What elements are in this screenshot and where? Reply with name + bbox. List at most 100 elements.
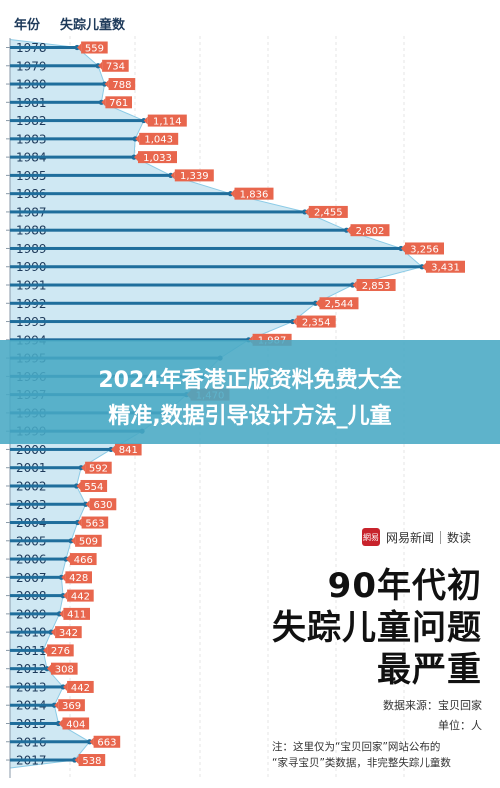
data-label-box <box>70 553 97 566</box>
data-label: 2,354 <box>302 317 331 328</box>
data-label-box <box>85 461 112 474</box>
data-label-pointer <box>43 646 48 655</box>
bar-end-dot <box>95 63 101 69</box>
overlay-banner: 2024年香港正版资料免费大全 精准,数据引导设计方法_儿童 <box>0 340 500 444</box>
data-label-pointer <box>315 299 320 308</box>
bar <box>10 265 422 269</box>
data-label-pointer <box>89 737 94 746</box>
data-label-pointer <box>85 500 90 509</box>
bar <box>10 502 86 506</box>
data-label-pointer <box>77 43 82 52</box>
data-label-pointer <box>98 61 103 70</box>
data-label: 761 <box>109 98 128 109</box>
data-label-pointer <box>304 207 309 216</box>
data-source: 数据来源：宝贝回家 <box>383 699 482 712</box>
data-label-pointer <box>170 171 175 180</box>
data-label-pointer <box>230 189 235 198</box>
bar <box>10 703 55 707</box>
data-label-pointer <box>292 317 297 326</box>
data-label-pointer <box>101 98 106 107</box>
banner-line-2: 精准,数据引导设计方法_儿童 <box>108 404 392 429</box>
data-label-pointer <box>74 756 79 765</box>
data-label-box <box>139 132 179 145</box>
data-label-box <box>93 735 121 748</box>
brand: 網易 网易新闻 数读 <box>362 526 471 548</box>
data-label: 411 <box>67 610 86 621</box>
bar-end-dot <box>75 519 81 526</box>
headline-line-2: 失踪儿童问题 <box>272 608 482 648</box>
data-label-box <box>65 571 92 584</box>
bar-end-dot <box>73 483 80 489</box>
bar <box>10 82 105 86</box>
data-label-pointer <box>104 80 109 89</box>
data-label: 1,033 <box>143 153 172 164</box>
count-column-header: 失踪儿童数 <box>60 18 126 33</box>
data-label-pointer <box>352 281 357 290</box>
data-label-pointer <box>400 244 405 253</box>
data-label-box <box>147 114 187 127</box>
bar <box>10 685 64 689</box>
banner-line-1: 2024年香港正版资料免费大全 <box>98 368 402 393</box>
data-label: 404 <box>66 719 85 730</box>
bar-end-dot <box>68 538 74 544</box>
data-label-box <box>81 41 108 54</box>
data-label-box <box>174 169 214 182</box>
data-label: 788 <box>112 80 131 91</box>
bar <box>10 119 144 123</box>
data-label: 428 <box>69 573 88 584</box>
data-label: 559 <box>85 43 104 54</box>
bar <box>10 137 136 141</box>
bar-end-dot <box>131 154 137 160</box>
data-label: 2,544 <box>325 299 354 310</box>
footnote-line-1: 注：这里仅为“宝贝回家”网站公布的 <box>272 741 441 753</box>
data-label: 308 <box>55 664 74 675</box>
data-label: 538 <box>82 756 101 767</box>
unit-label: 单位：人 <box>438 719 482 732</box>
data-label: 1,339 <box>180 171 209 182</box>
data-label-box <box>81 516 109 529</box>
bar <box>10 100 102 104</box>
brand-name: 网易新闻 <box>386 530 435 545</box>
bar <box>10 155 134 159</box>
data-label: 554 <box>84 482 103 493</box>
bar <box>10 484 77 488</box>
data-label-box <box>426 260 465 273</box>
data-label: 509 <box>79 537 98 548</box>
data-label: 1,114 <box>153 116 182 127</box>
data-label: 442 <box>71 683 90 694</box>
data-label-box <box>47 644 74 657</box>
bar <box>10 320 293 324</box>
brand-divider <box>440 530 442 544</box>
bar <box>10 630 52 634</box>
data-label-box <box>55 626 82 639</box>
bar <box>10 338 249 342</box>
data-label: 466 <box>74 555 93 566</box>
bar <box>10 283 353 287</box>
bar <box>10 210 305 214</box>
bar-end-dot <box>72 757 78 763</box>
data-label: 369 <box>62 701 81 712</box>
bar-end-dot <box>132 136 138 142</box>
bar <box>10 64 99 68</box>
year-column-header: 年份 <box>14 18 41 33</box>
data-label: 592 <box>89 464 108 475</box>
data-label-pointer <box>63 682 68 691</box>
data-label-box <box>80 479 108 492</box>
data-label-pointer <box>77 518 82 527</box>
data-label-box <box>63 607 90 620</box>
data-label-pointer <box>422 262 426 271</box>
data-label-box <box>62 717 90 730</box>
bar <box>10 721 59 725</box>
bar <box>10 575 62 579</box>
data-label-pointer <box>61 573 66 582</box>
data-label-box <box>234 187 274 200</box>
data-label-box <box>105 96 132 109</box>
bar <box>10 667 47 671</box>
data-label: 276 <box>51 646 70 657</box>
headline-line-1: 90年代初 <box>327 566 482 606</box>
bar-end-dot <box>102 81 108 87</box>
data-label: 1,836 <box>240 189 269 200</box>
data-label-box <box>138 151 177 164</box>
data-label-box <box>115 443 142 456</box>
data-label-box <box>296 315 336 328</box>
